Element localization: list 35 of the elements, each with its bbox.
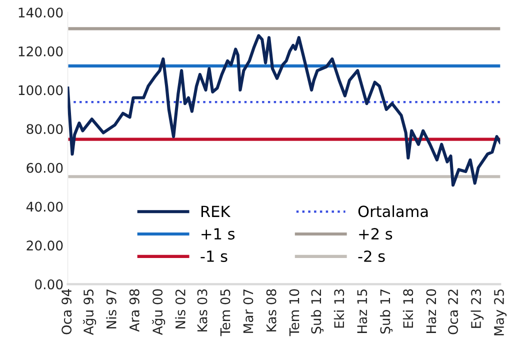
x-tick-label: Şub 12: [310, 290, 324, 334]
x-tick-label: Eki 13: [334, 289, 344, 328]
x-tick-label: Eki 18: [402, 289, 414, 328]
x-tick-label: Ağu 00: [152, 289, 166, 335]
y-tick-label: 80.00: [26, 124, 63, 134]
x-tick-label: Haz 20: [426, 289, 436, 333]
legend-label: REK: [201, 206, 231, 217]
y-tick-label: 140.00: [18, 8, 63, 18]
x-tick-label: Kas 03: [197, 289, 208, 332]
y-tick-label: 100.00: [18, 85, 63, 96]
x-tick-label: Ağu 95: [82, 289, 96, 335]
legend-label: -1 s: [200, 250, 228, 262]
y-tick-label: 20.00: [26, 240, 63, 251]
x-tick-label: Mar 07: [243, 289, 254, 333]
x-tick-label: Tem 10: [289, 289, 300, 336]
x-tick-label: Ara 98: [129, 289, 140, 332]
y-tick-label: 60.00: [26, 162, 63, 173]
y-tick-label: 40.00: [26, 202, 63, 212]
legend-label: -2 s: [358, 250, 385, 262]
y-tick-label: 0.00: [35, 279, 63, 290]
x-tick-label: Haz 15: [357, 289, 368, 333]
legend-label: +1 s: [202, 228, 235, 240]
x-tick-label: Nis 97: [106, 289, 116, 328]
y-tick-label: 120.00: [18, 46, 63, 56]
x-tick-label: Oca 94: [62, 289, 72, 334]
x-tick-label: Şub 17: [380, 289, 393, 334]
x-tick-label: Nis 02: [175, 290, 186, 328]
x-tick-label: May 25: [494, 289, 507, 336]
x-tick-label: Kas 08: [266, 289, 276, 332]
legend-label: Ortalama: [358, 205, 428, 218]
x-tick-label: Tem 05: [220, 289, 230, 336]
line-series: [68, 34, 500, 187]
legend-label: +2 s: [359, 228, 392, 240]
x-tick-label: Oca 22: [448, 290, 458, 334]
x-tick-label: Eyl 23: [470, 289, 484, 328]
